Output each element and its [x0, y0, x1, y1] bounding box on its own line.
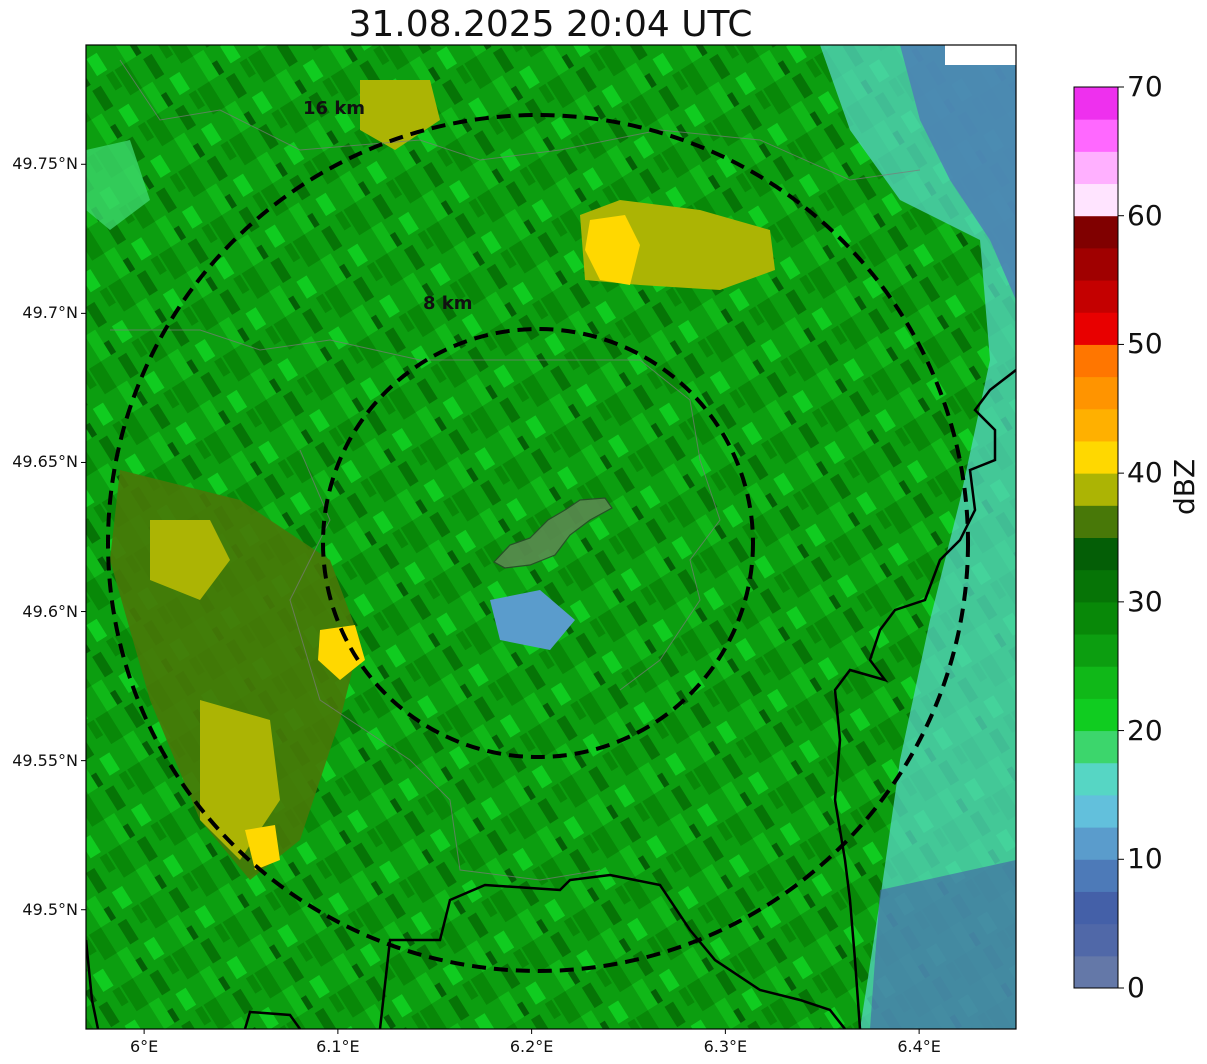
colorbar-segment	[1074, 376, 1118, 410]
y-tick-label: 49.5°N	[22, 899, 78, 919]
colorbar-segment	[1074, 923, 1118, 957]
colorbar-frame	[1073, 86, 1119, 989]
y-axis-ticks	[81, 163, 86, 911]
colorbar-segment	[1074, 440, 1118, 474]
echo-core-southwest	[245, 825, 280, 870]
country-border-south	[378, 873, 846, 1029]
y-tick-label: 49.55°N	[12, 750, 78, 770]
no-data-patch	[945, 45, 1016, 65]
colorbar-segment	[1074, 312, 1118, 345]
colorbar-segment	[1074, 569, 1118, 603]
colorbar-segment	[1074, 794, 1118, 828]
map-frame	[85, 44, 1017, 1030]
echo-cell-west-b	[200, 700, 280, 860]
range-ring-8km	[321, 327, 755, 759]
colorbar-tick-label: 70	[1127, 70, 1163, 103]
country-border-east	[833, 369, 1016, 1029]
ring-label-8km: 8 km	[423, 293, 473, 314]
radar-plot-area	[86, 45, 1016, 1029]
colorbar-segment	[1074, 183, 1118, 217]
x-tick-label: 6.1°E	[316, 1037, 360, 1056]
colorbar-segment	[1074, 280, 1118, 313]
colorbar	[1074, 87, 1118, 989]
x-tick-label: 6°E	[129, 1037, 159, 1056]
colorbar-segment	[1074, 955, 1118, 989]
colorbar-segment	[1074, 87, 1118, 120]
very-weak-echo-region-southeast	[870, 860, 1016, 1029]
colorbar-segment	[1074, 344, 1118, 378]
highlighted-municipality-area	[493, 497, 613, 569]
colorbar-segment	[1074, 634, 1118, 667]
echo-core-west	[318, 625, 365, 680]
colorbar-tick-marks	[1118, 86, 1124, 989]
y-tick-label: 49.7°N	[22, 303, 78, 323]
range-ring-16km	[106, 113, 970, 973]
colorbar-label: dBZ	[1168, 458, 1201, 515]
colorbar-segment	[1074, 891, 1118, 925]
colorbar-segment	[1074, 730, 1118, 764]
admin-boundary-center	[110, 329, 721, 691]
colorbar-segment	[1074, 505, 1118, 538]
colorbar-segment	[1074, 601, 1118, 635]
colorbar-segment	[1074, 408, 1118, 442]
country-border-west	[86, 939, 100, 1029]
echo-core-north	[585, 215, 640, 285]
weak-echo-spot-center	[490, 590, 575, 650]
echo-cell-west-a	[150, 520, 230, 600]
colorbar-segment	[1074, 247, 1118, 281]
colorbar-segment	[1074, 827, 1118, 860]
x-tick-label: 6.4°E	[897, 1037, 941, 1056]
y-tick-label: 49.6°N	[22, 601, 78, 621]
colorbar-segment	[1074, 119, 1118, 152]
x-tick-label: 6.3°E	[703, 1037, 748, 1056]
colorbar-segment	[1074, 473, 1118, 506]
y-tick-label: 49.75°N	[12, 154, 78, 174]
weak-echo-northwest-edge	[86, 140, 150, 230]
colorbar-segment	[1074, 859, 1118, 892]
colorbar-tick-label: 20	[1127, 713, 1163, 747]
x-axis-ticks	[143, 1029, 920, 1034]
country-border-southwest	[243, 1010, 302, 1029]
y-tick-label: 49.65°N	[12, 452, 78, 472]
admin-boundary-south	[289, 449, 601, 881]
colorbar-segment	[1074, 666, 1118, 699]
ring-label-16km: 16 km	[303, 98, 366, 119]
colorbar-tick-label: 60	[1127, 198, 1163, 232]
colorbar-tick-label: 0	[1127, 971, 1145, 1004]
colorbar-tick-label: 40	[1127, 456, 1163, 490]
colorbar-tick-label: 10	[1127, 842, 1163, 876]
colorbar-segment	[1074, 215, 1118, 249]
colorbar-segment	[1074, 537, 1118, 571]
colorbar-segment	[1074, 698, 1118, 732]
colorbar-segment	[1074, 762, 1118, 796]
map-title: 31.08.2025 20:04 UTC	[348, 4, 753, 45]
colorbar-segment	[1074, 151, 1118, 185]
weak-echo-region-east	[820, 45, 1016, 1029]
colorbar-tick-label: 50	[1127, 327, 1163, 361]
x-tick-label: 6.2°E	[509, 1037, 554, 1056]
very-weak-echo-region-northeast	[900, 45, 1016, 300]
admin-boundary-north	[119, 59, 921, 181]
colorbar-tick-label: 30	[1127, 584, 1163, 618]
